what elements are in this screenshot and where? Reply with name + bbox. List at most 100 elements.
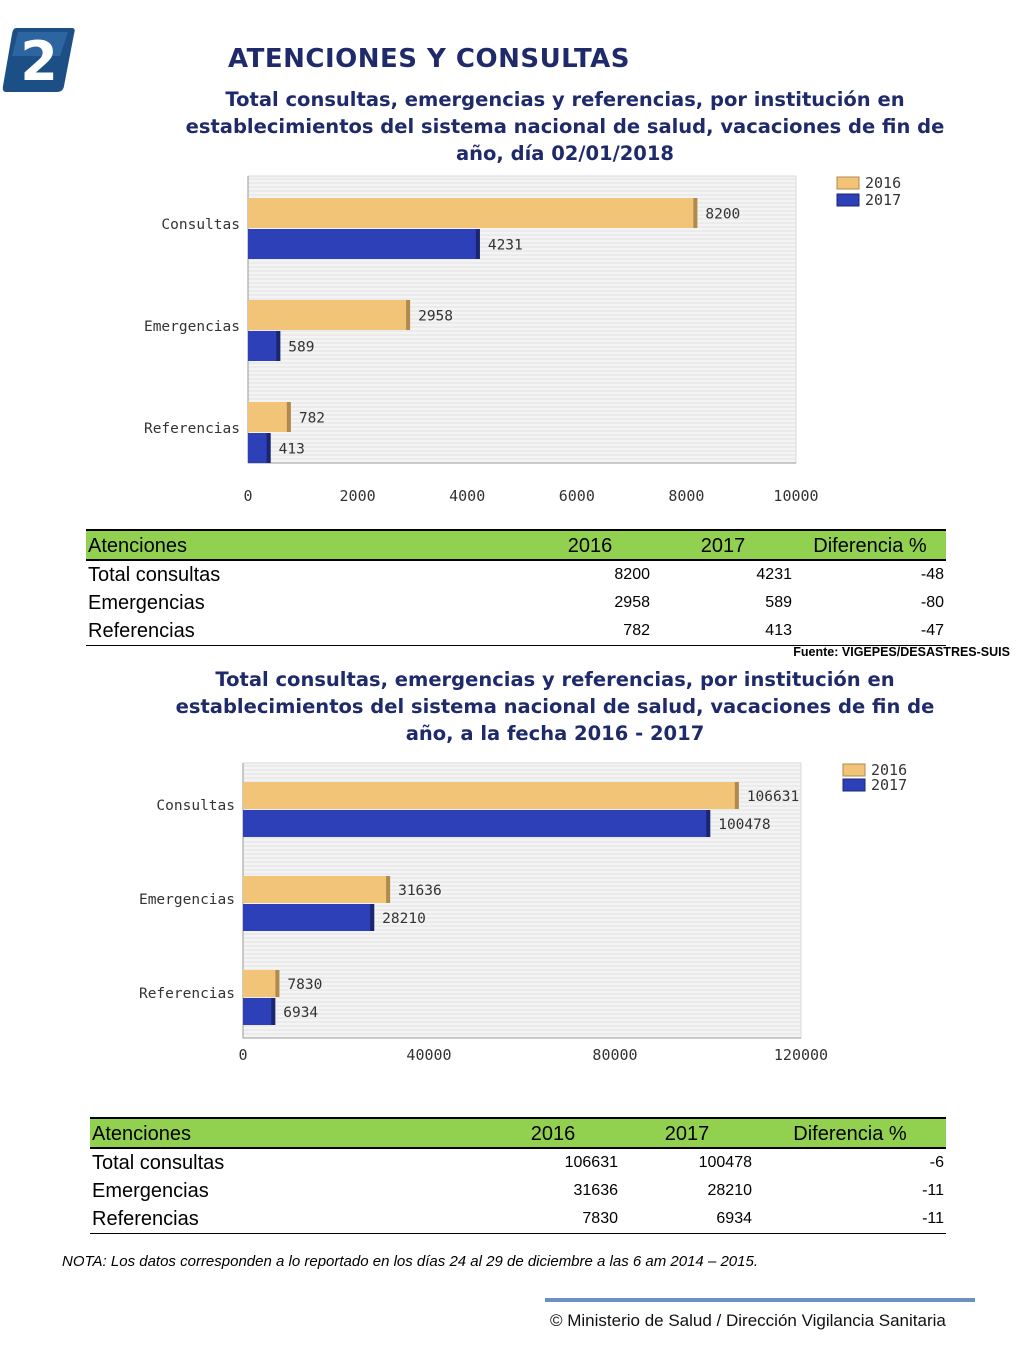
data-label: 6934 xyxy=(283,1005,318,1021)
table-cell-diff: -47 xyxy=(794,617,946,646)
bar-2017 xyxy=(243,998,276,1025)
category-label: Consultas xyxy=(156,798,235,814)
table-cell-2017: 100478 xyxy=(698,1154,752,1171)
table-cell-diff: -6 xyxy=(929,1154,944,1171)
table1-header-2016: 2016 xyxy=(528,529,652,561)
table-cell-2017: 4231 xyxy=(756,566,792,583)
bar-edge xyxy=(276,331,281,361)
table-cell-label: Emergencias xyxy=(88,591,205,614)
table-row: Total consultas 106631 100478 -6 xyxy=(90,1148,946,1177)
bar-edge xyxy=(693,198,698,228)
data-label: 7830 xyxy=(287,977,322,993)
legend-swatch xyxy=(842,763,866,777)
bar-2017 xyxy=(248,433,271,463)
bar-2016 xyxy=(248,300,411,330)
category-label: Referencias xyxy=(144,421,240,437)
table-cell-2016: 782 xyxy=(528,617,652,646)
footnote: NOTA: Los datos corresponden a lo report… xyxy=(62,1253,758,1270)
bar-edge xyxy=(386,876,391,903)
data-label: 8200 xyxy=(705,207,740,223)
x-tick-label: 6000 xyxy=(559,487,595,505)
bar-edge xyxy=(475,229,480,259)
table-cell-label: Total consultas xyxy=(92,1151,225,1174)
x-tick-label: 2000 xyxy=(340,487,376,505)
table-cell-2016: 7830 xyxy=(486,1205,620,1234)
bar-2017 xyxy=(248,229,480,259)
bar-2016 xyxy=(243,782,739,809)
table-cell-diff: -11 xyxy=(922,1182,944,1199)
table-cell-diff: -48 xyxy=(920,566,944,583)
legend-label: 2016 xyxy=(865,174,901,192)
table-cell-label: Referencias xyxy=(90,1205,486,1234)
x-tick-label: 10000 xyxy=(773,487,818,505)
table2-header-2016: 2016 xyxy=(486,1117,620,1149)
table1: Atenciones 2016 2017 Diferencia % Total … xyxy=(86,529,946,646)
table-cell-2016: 31636 xyxy=(573,1182,619,1199)
table2-header-diferencia: Diferencia % xyxy=(754,1117,946,1149)
legend-label: 2017 xyxy=(865,191,901,209)
data-label: 2958 xyxy=(418,309,453,325)
table1-header-row: Atenciones 2016 2017 Diferencia % xyxy=(86,529,946,561)
table-cell-label: Emergencias xyxy=(92,1179,209,1202)
source-note: Fuente: VIGEPES/DESASTRES-SUIS xyxy=(793,645,1010,659)
chart1-subtitle: Total consultas, emergencias y referenci… xyxy=(185,88,945,165)
chart1: 0 2000 4000 6000 8000 10000 Consultas 8200 4231 E… xyxy=(144,174,901,505)
table-row: Referencias 782 413 -47 xyxy=(86,617,946,646)
bar-edge xyxy=(275,970,280,997)
bar-edge xyxy=(266,433,271,463)
footer-credit: © Ministerio de Salud / Dirección Vigila… xyxy=(550,1311,946,1330)
table-cell-diff: -80 xyxy=(920,594,944,611)
table2-header-atenciones: Atenciones xyxy=(90,1117,486,1149)
table-row: Total consultas 8200 4231 -48 xyxy=(86,560,946,589)
table-cell-label: Total consultas xyxy=(88,563,221,586)
bar-edge xyxy=(286,402,291,432)
table2-header-row: Atenciones 2016 2017 Diferencia % xyxy=(90,1117,946,1149)
table1-header-2017: 2017 xyxy=(652,529,794,561)
section-number-badge: 2 xyxy=(2,28,75,93)
bar-edge xyxy=(271,998,276,1025)
x-tick-label: 0 xyxy=(238,1046,247,1064)
table-cell-2017: 28210 xyxy=(707,1182,753,1199)
legend-label: 2017 xyxy=(871,776,907,794)
data-label: 413 xyxy=(279,442,305,458)
bar-2016 xyxy=(243,876,391,903)
table-cell-2016: 106631 xyxy=(564,1154,618,1171)
legend-swatch xyxy=(836,176,860,190)
x-tick-label: 8000 xyxy=(668,487,704,505)
data-label: 4231 xyxy=(488,238,523,254)
legend-swatch xyxy=(842,778,866,792)
category-label: Consultas xyxy=(161,217,240,233)
table-cell-2016: 2958 xyxy=(614,594,650,611)
table-cell-2017: 413 xyxy=(652,617,794,646)
category-label: Emergencias xyxy=(139,892,235,908)
table-row: Referencias 7830 6934 -11 xyxy=(90,1205,946,1234)
data-label: 31636 xyxy=(398,883,442,899)
table-cell-label: Referencias xyxy=(86,617,528,646)
bar-2016 xyxy=(243,970,280,997)
table2: Atenciones 2016 2017 Diferencia % Total … xyxy=(90,1117,946,1234)
bar-2016 xyxy=(248,198,698,228)
table-cell-2017: 589 xyxy=(765,594,792,611)
x-tick-label: 4000 xyxy=(449,487,485,505)
bar-edge xyxy=(706,810,711,837)
x-tick-label: 40000 xyxy=(406,1046,451,1064)
bar-edge xyxy=(734,782,739,809)
category-label: Emergencias xyxy=(144,319,240,335)
bar-2017 xyxy=(248,331,281,361)
legend-swatch xyxy=(836,193,860,207)
legend-label: 2016 xyxy=(871,761,907,779)
chart2: 0 40000 80000 120000 Consultas 106631 100478 Em… xyxy=(139,761,907,1064)
data-label: 106631 xyxy=(747,789,799,805)
table-cell-diff: -11 xyxy=(754,1205,946,1234)
table1-header-atenciones: Atenciones xyxy=(86,529,528,561)
badge-number: 2 xyxy=(20,30,58,93)
bar-2017 xyxy=(243,904,375,931)
page-title: ATENCIONES Y CONSULTAS xyxy=(228,44,631,74)
data-label: 589 xyxy=(288,340,314,356)
data-label: 782 xyxy=(299,411,325,427)
data-label: 28210 xyxy=(382,911,426,927)
table1-header-diferencia: Diferencia % xyxy=(794,529,946,561)
table-row: Emergencias 31636 28210 -11 xyxy=(90,1177,946,1205)
table-cell-2017: 6934 xyxy=(620,1205,754,1234)
bar-2016 xyxy=(248,402,291,432)
